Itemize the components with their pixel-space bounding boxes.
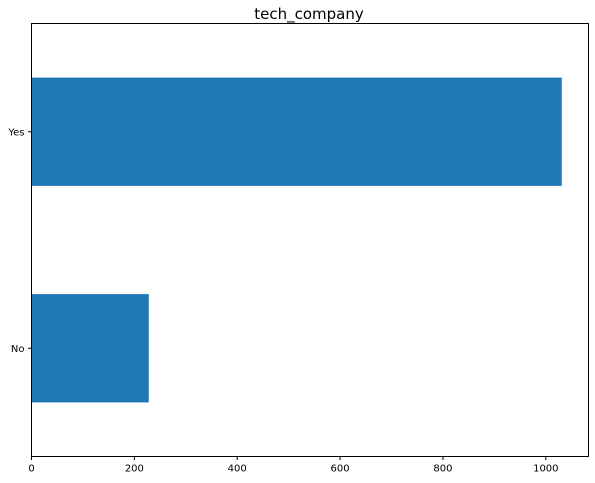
chart-title: tech_company bbox=[254, 5, 364, 24]
x-tick-label: 600 bbox=[331, 464, 350, 475]
y-tick-label: No bbox=[11, 344, 25, 355]
x-tick-label: 200 bbox=[125, 464, 144, 475]
x-tick-label: 1000 bbox=[533, 464, 558, 475]
bar-yes bbox=[31, 77, 562, 186]
bar-no bbox=[31, 294, 149, 403]
x-axis-ticks: 0 200 400 600 800 1000 bbox=[28, 456, 559, 475]
x-tick-label: 0 bbox=[28, 464, 34, 475]
y-axis-ticks: No Yes bbox=[7, 127, 32, 355]
plot-frame bbox=[31, 23, 589, 457]
bars-group bbox=[31, 77, 562, 403]
x-tick-label: 400 bbox=[228, 464, 247, 475]
y-tick-label: Yes bbox=[7, 127, 24, 138]
x-tick-label: 800 bbox=[433, 464, 452, 475]
